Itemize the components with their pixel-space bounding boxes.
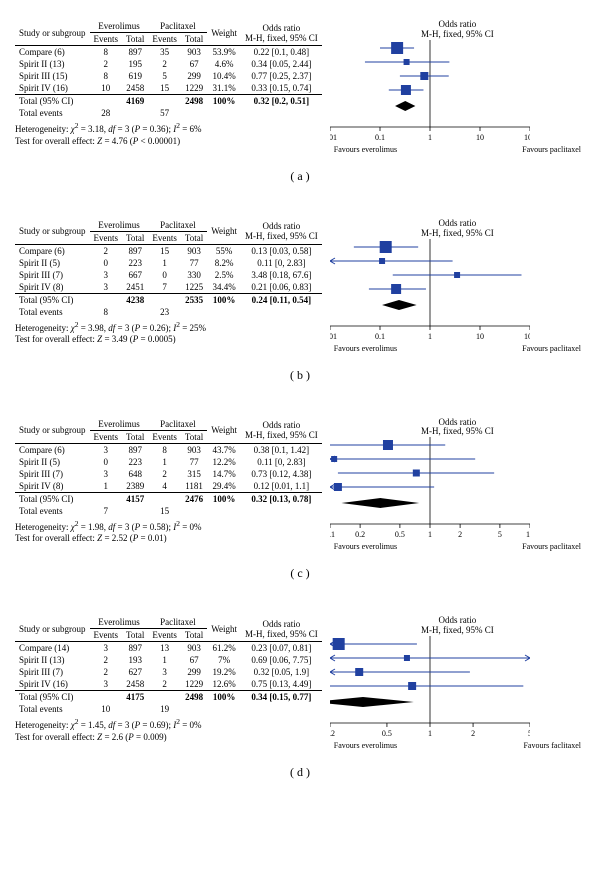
data-table: Study or subgroup Everolimus Paclitaxel … xyxy=(15,418,322,517)
svg-text:1: 1 xyxy=(428,133,432,142)
svg-text:1: 1 xyxy=(428,729,432,738)
study-row: Spirit IV (16)32458 2122912.6%0.75 [0.13… xyxy=(15,678,322,691)
forest-plot: 0.01 0.1 1 10 100 xyxy=(330,239,530,344)
plot-title: Odds ratioM-H, fixed, 95% CI xyxy=(330,616,585,636)
forest-plot: 0.01 0.1 1 10 100 xyxy=(330,40,530,145)
total-row: Total (95% CI)4175 2498100%0.34 [0.15, 0… xyxy=(15,691,322,704)
study-row: Spirit IV (8)32451 7122534.4%0.21 [0.06,… xyxy=(15,281,322,294)
study-row: Compare (6)2897 1590355%0.13 [0.03, 0.58… xyxy=(15,244,322,257)
footnotes: Heterogeneity: χ2 = 3.98, df = 3 (P = 0.… xyxy=(15,320,322,346)
svg-text:100: 100 xyxy=(524,332,530,341)
panel-label: ( c ) xyxy=(15,566,585,581)
svg-text:2: 2 xyxy=(471,729,475,738)
forest-panel-a: Study or subgroup Everolimus Paclitaxel … xyxy=(15,20,585,184)
forest-panel-d: Study or subgroup Everolimus Paclitaxel … xyxy=(15,616,585,780)
total-events-row: Total events823 xyxy=(15,306,322,318)
study-row: Spirit II (5)0223 17712.2%0.11 [0, 2.83] xyxy=(15,456,322,468)
svg-text:10: 10 xyxy=(476,133,484,142)
plot-title: Odds ratioM-H, fixed, 95% CI xyxy=(330,219,585,239)
plot-title: Odds ratioM-H, fixed, 95% CI xyxy=(330,20,585,40)
plot-title: Odds ratioM-H, fixed, 95% CI xyxy=(330,418,585,438)
forest-plot: 0.2 0.5 1 2 5 xyxy=(330,636,530,741)
svg-text:0.5: 0.5 xyxy=(395,530,405,539)
favours-labels: Favours everolimusFavours paclitaxel xyxy=(330,344,585,353)
forest-panel-c: Study or subgroup Everolimus Paclitaxel … xyxy=(15,418,585,582)
svg-text:10: 10 xyxy=(476,332,484,341)
study-row: Compare (14)3897 1390361.2%0.23 [0.07, 0… xyxy=(15,642,322,655)
svg-text:0.1: 0.1 xyxy=(330,530,335,539)
svg-text:0.1: 0.1 xyxy=(375,332,385,341)
favours-labels: Favours everolimusFavours paclitaxel xyxy=(330,542,585,551)
total-row: Total (95% CI)4238 2535100%0.24 [0.11, 0… xyxy=(15,293,322,306)
footnotes: Heterogeneity: χ2 = 1.45, df = 3 (P = 0.… xyxy=(15,717,322,743)
svg-text:0.2: 0.2 xyxy=(330,729,335,738)
svg-text:0.2: 0.2 xyxy=(355,530,365,539)
svg-text:1: 1 xyxy=(428,332,432,341)
total-events-row: Total events2857 xyxy=(15,107,322,119)
study-row: Spirit IV (16)102458 15122931.1%0.33 [0.… xyxy=(15,82,322,95)
study-row: Spirit III (7)2627 329919.2%0.32 [0.05, … xyxy=(15,666,322,678)
study-row: Spirit II (5)0223 1778.2%0.11 [0, 2.83] xyxy=(15,257,322,269)
svg-text:5: 5 xyxy=(528,729,530,738)
study-row: Compare (6)3897 890343.7%0.38 [0.1, 1.42… xyxy=(15,443,322,456)
data-table: Study or subgroup Everolimus Paclitaxel … xyxy=(15,616,322,715)
study-row: Spirit II (13)2195 2674.6%0.34 [0.05, 2.… xyxy=(15,58,322,70)
study-row: Spirit II (13)2193 1677%0.69 [0.06, 7.75… xyxy=(15,654,322,666)
favours-labels: Favours everolimusFavours faclitaxel xyxy=(330,741,585,750)
total-events-row: Total events1019 xyxy=(15,703,322,715)
data-table: Study or subgroup Everolimus Paclitaxel … xyxy=(15,219,322,318)
svg-text:10: 10 xyxy=(526,530,530,539)
panel-label: ( b ) xyxy=(15,368,585,383)
total-events-row: Total events715 xyxy=(15,505,322,517)
svg-text:0.5: 0.5 xyxy=(382,729,392,738)
study-row: Compare (6)8897 3590353.9%0.22 [0.1, 0.4… xyxy=(15,46,322,59)
footnotes: Heterogeneity: χ2 = 3.18, df = 3 (P = 0.… xyxy=(15,121,322,147)
total-row: Total (95% CI)4169 2498100%0.32 [0.2, 0.… xyxy=(15,95,322,108)
panel-label: ( a ) xyxy=(15,169,585,184)
forest-panel-b: Study or subgroup Everolimus Paclitaxel … xyxy=(15,219,585,383)
total-row: Total (95% CI)4157 2476100%0.32 [0.13, 0… xyxy=(15,492,322,505)
study-row: Spirit III (15)8619 529910.4%0.77 [0.25,… xyxy=(15,70,322,82)
svg-text:0.01: 0.01 xyxy=(330,332,337,341)
favours-labels: Favours everolimusFavours paclitaxel xyxy=(330,145,585,154)
data-table: Study or subgroup Everolimus Paclitaxel … xyxy=(15,20,322,119)
study-row: Spirit III (7)3648 231514.7%0.73 [0.12, … xyxy=(15,468,322,480)
svg-text:0.1: 0.1 xyxy=(375,133,385,142)
svg-text:2: 2 xyxy=(458,530,462,539)
svg-text:0.01: 0.01 xyxy=(330,133,337,142)
panel-label: ( d ) xyxy=(15,765,585,780)
study-row: Spirit III (7)3667 03302.5%3.48 [0.18, 6… xyxy=(15,269,322,281)
study-row: Spirit IV (8)12389 4118129.4%0.12 [0.01,… xyxy=(15,480,322,493)
svg-text:5: 5 xyxy=(498,530,502,539)
svg-text:1: 1 xyxy=(428,530,432,539)
footnotes: Heterogeneity: χ2 = 1.98, df = 3 (P = 0.… xyxy=(15,519,322,545)
forest-plot: 0.1 0.2 0.5 1 2 5 10 xyxy=(330,437,530,542)
svg-text:100: 100 xyxy=(524,133,530,142)
